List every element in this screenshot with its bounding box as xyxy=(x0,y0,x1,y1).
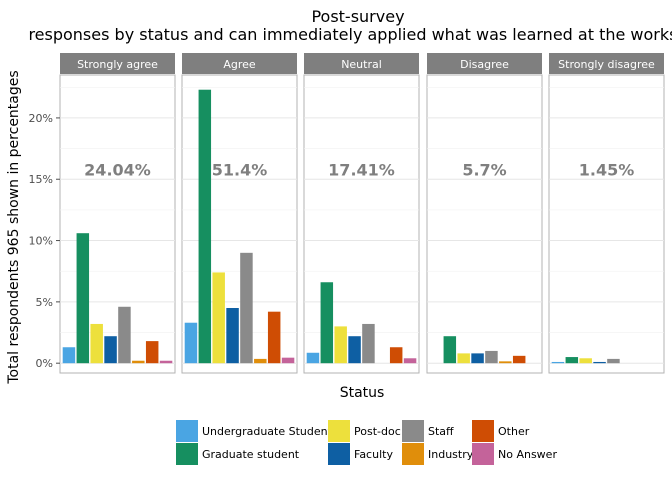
panel-background xyxy=(548,74,665,374)
legend-label: No Answer xyxy=(498,448,557,461)
chart-subtitle: responses by status and can immediately … xyxy=(28,25,672,44)
facet-strip xyxy=(427,53,542,74)
bar-faculty xyxy=(226,308,239,364)
bar-post-doc xyxy=(334,326,347,364)
facet-strip-label: Strongly agree xyxy=(77,58,158,71)
bar-graduate-student xyxy=(320,282,334,364)
legend-item: Graduate student xyxy=(176,443,300,465)
legend-swatch xyxy=(402,443,424,465)
legend-item: No Answer xyxy=(472,443,557,465)
chart-title: Post-survey xyxy=(311,7,404,26)
y-tick-label: 15% xyxy=(29,173,53,186)
bar-undergraduate-student xyxy=(184,322,198,364)
panel-background xyxy=(426,74,543,374)
bar-undergraduate-student xyxy=(551,361,565,364)
bar-staff xyxy=(240,252,253,364)
bar-staff xyxy=(485,350,498,364)
bar-staff xyxy=(607,358,620,364)
bar-staff xyxy=(362,323,375,364)
bar-undergraduate-student xyxy=(62,347,76,364)
legend-swatch xyxy=(328,443,350,465)
facet-total-label: 17.41% xyxy=(328,161,395,180)
bar-other xyxy=(145,341,159,364)
facet-total-label: 5.7% xyxy=(462,161,506,180)
legend-label: Post-doc xyxy=(354,425,401,438)
legend-label: Graduate student xyxy=(202,448,300,461)
legend-label: Industry xyxy=(428,448,474,461)
y-tick-label: 5% xyxy=(36,296,53,309)
legend-label: Staff xyxy=(428,425,454,438)
bar-no-answer xyxy=(281,357,295,364)
legend-label: Other xyxy=(498,425,530,438)
facet-total-label: 51.4% xyxy=(212,161,268,180)
facet-panel: Agree 51.4% xyxy=(181,53,298,374)
facet-strip xyxy=(304,53,419,74)
facet-panel: Neutral 17.41% xyxy=(303,53,420,374)
legend-item: Faculty xyxy=(328,443,393,465)
legend-item: Industry xyxy=(402,443,474,465)
facet-panels: Strongly agree 24.04% Agree 51.4% Neutral 17.… xyxy=(59,53,665,374)
legend-label: Undergraduate Student xyxy=(202,425,333,438)
legend-item: Other xyxy=(472,420,530,442)
y-axis-title: Total respondents 965 shown in percentag… xyxy=(6,70,22,384)
legend-swatch xyxy=(472,443,494,465)
bar-other xyxy=(389,347,403,364)
facet-strip-label: Agree xyxy=(223,58,256,71)
bar-graduate-student xyxy=(443,336,457,364)
bar-staff xyxy=(118,306,131,364)
legend-swatch xyxy=(472,420,494,442)
bar-graduate-student xyxy=(198,89,212,364)
facet-total-label: 24.04% xyxy=(84,161,151,180)
facet-panel: Disagree 5.7% xyxy=(426,53,543,374)
x-axis-title: Status xyxy=(340,385,385,401)
bar-faculty xyxy=(348,336,361,364)
legend-swatch xyxy=(328,420,350,442)
y-tick-label: 20% xyxy=(29,112,53,125)
bar-industry xyxy=(499,361,512,364)
legend-item: Undergraduate Student xyxy=(176,420,333,442)
facet-total-label: 1.45% xyxy=(579,161,635,180)
legend-item: Staff xyxy=(402,420,454,442)
bar-graduate-student xyxy=(565,357,579,364)
bar-no-answer xyxy=(403,358,417,364)
facet-panel: Strongly agree 24.04% xyxy=(59,53,176,374)
bar-graduate-student xyxy=(76,233,90,364)
facet-strip xyxy=(60,53,175,74)
bar-faculty xyxy=(104,336,117,364)
y-tick-label: 0% xyxy=(36,357,53,370)
y-axis: 0% 5% 10% 15% 20% xyxy=(29,112,60,370)
facet-strip xyxy=(549,53,664,74)
facet-panel: Strongly disagree 1.45% xyxy=(548,53,665,374)
bar-no-answer xyxy=(159,360,173,364)
y-tick-label: 10% xyxy=(29,235,53,248)
bar-other xyxy=(267,311,281,364)
bar-industry xyxy=(132,360,145,364)
legend-item: Post-doc xyxy=(328,420,401,442)
facet-strip-label: Disagree xyxy=(460,58,509,71)
facet-strip-label: Strongly disagree xyxy=(558,58,655,71)
legend: Undergraduate Student Graduate student Pos… xyxy=(176,420,557,465)
bar-post-doc xyxy=(212,272,225,364)
bar-post-doc xyxy=(579,358,592,364)
bar-post-doc xyxy=(90,323,103,364)
facet-strip-label: Neutral xyxy=(341,58,382,71)
legend-swatch xyxy=(176,420,198,442)
bar-industry xyxy=(254,358,267,364)
legend-swatch xyxy=(176,443,198,465)
legend-label: Faculty xyxy=(354,448,393,461)
legend-swatch xyxy=(402,420,424,442)
bar-other xyxy=(512,355,526,364)
bar-faculty xyxy=(593,361,606,364)
facet-strip xyxy=(182,53,297,74)
bar-undergraduate-student xyxy=(306,352,320,364)
bar-post-doc xyxy=(457,353,470,364)
bar-faculty xyxy=(471,353,484,364)
